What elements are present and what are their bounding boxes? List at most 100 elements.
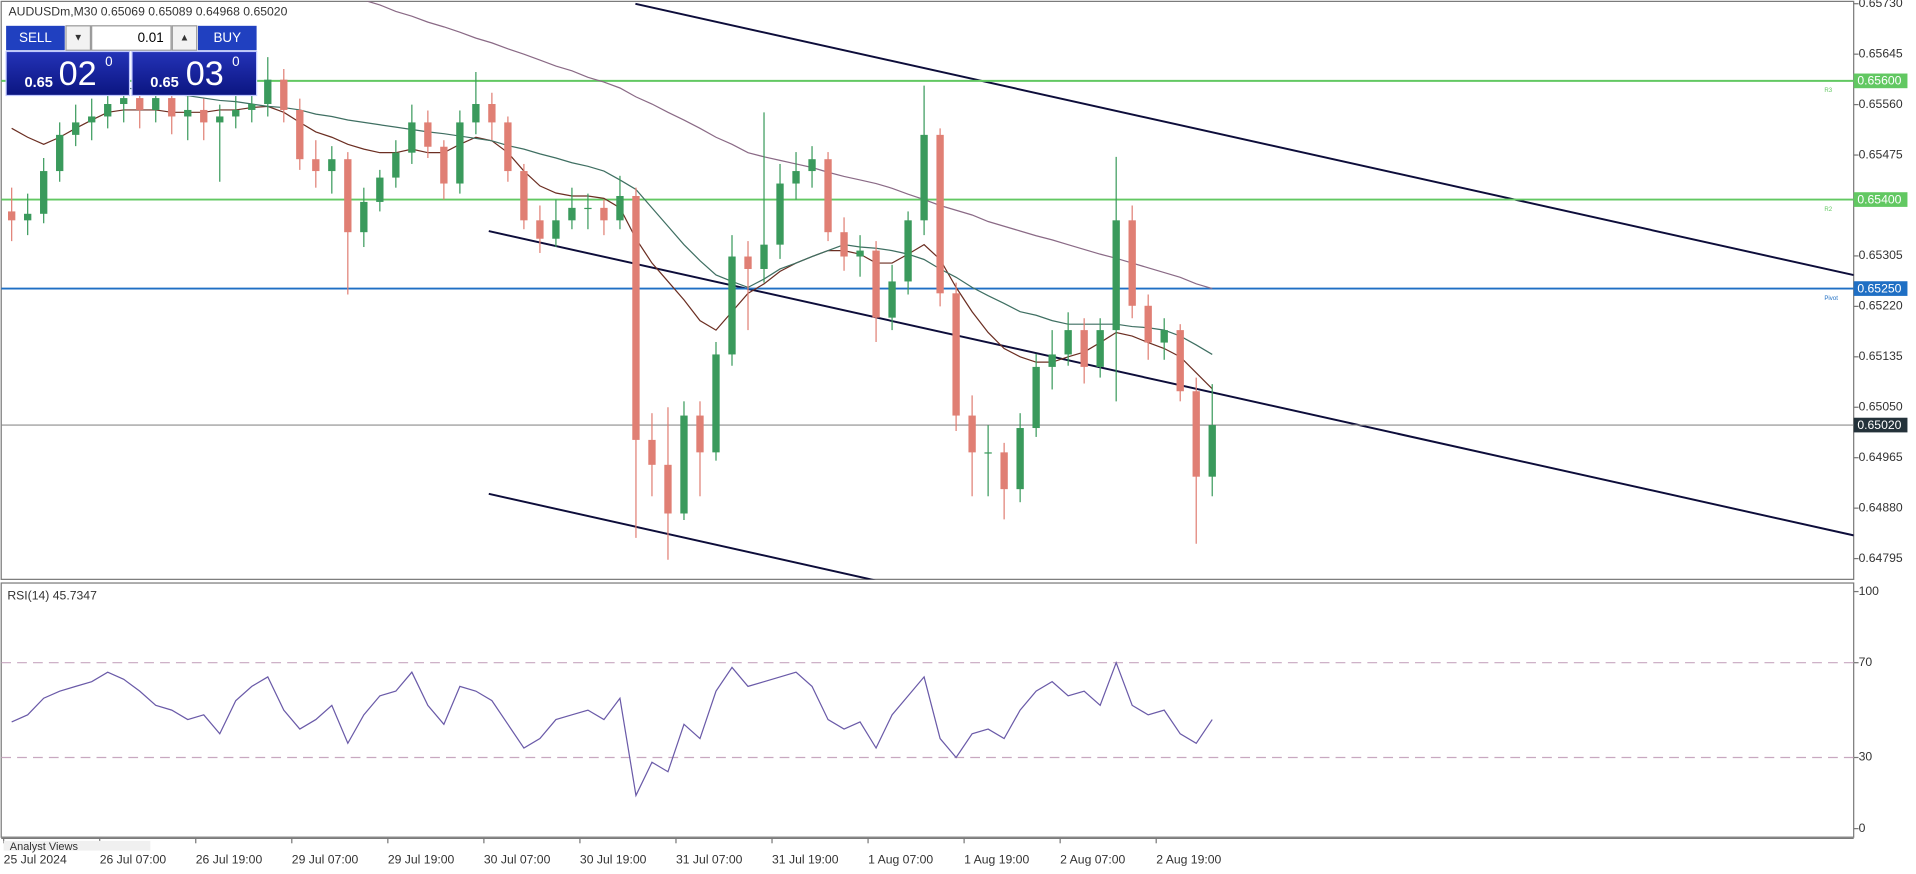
x-tick-label: 26 Jul 07:00 xyxy=(100,853,167,867)
candle-body xyxy=(216,116,224,123)
candle-body xyxy=(712,354,720,453)
candle-body xyxy=(296,109,304,160)
lot-up[interactable] xyxy=(171,25,198,51)
candle-body xyxy=(648,439,656,465)
moving-average xyxy=(11,73,1213,355)
bid-fraction: 0 xyxy=(105,54,112,69)
x-tick-label: 26 Jul 19:00 xyxy=(196,853,263,867)
candle-body xyxy=(40,171,48,214)
candle-body xyxy=(472,104,480,123)
analyst-strip xyxy=(3,840,151,851)
candle-body xyxy=(744,256,752,269)
candle-body xyxy=(808,159,816,172)
rsi-title: RSI(14) 45.7347 xyxy=(7,589,97,603)
level-name: R2 xyxy=(1824,206,1832,213)
bid-big: 0.65 xyxy=(24,75,53,91)
candle-body xyxy=(1208,425,1216,477)
candle-body xyxy=(1128,220,1136,306)
x-tick-label: 2 Aug 07:00 xyxy=(1060,853,1125,867)
candle-body xyxy=(328,159,336,172)
candle-body xyxy=(680,415,688,514)
rsi-tick-label: 30 xyxy=(1859,750,1873,764)
candle-body xyxy=(936,134,944,294)
candle-body xyxy=(1048,354,1056,367)
candle-body xyxy=(168,98,176,117)
candle-body xyxy=(1016,428,1024,490)
candle-body xyxy=(776,183,784,245)
candle-body xyxy=(312,159,320,172)
rsi-tick-label: 0 xyxy=(1859,821,1866,835)
candle-body xyxy=(632,195,640,440)
rsi-tick-label: 100 xyxy=(1859,584,1880,598)
level-price-label: 0.65600 xyxy=(1857,74,1901,88)
bid-digits: 02 xyxy=(59,55,97,93)
candle-body xyxy=(424,122,432,147)
candle-body xyxy=(552,220,560,239)
candle-body xyxy=(504,122,512,172)
candle-body xyxy=(616,195,624,221)
analyst-views[interactable]: Analyst Views xyxy=(10,841,79,853)
x-tick-label: 30 Jul 19:00 xyxy=(580,853,647,867)
x-tick-label: 30 Jul 07:00 xyxy=(484,853,551,867)
candle-body xyxy=(792,171,800,184)
buy-button[interactable] xyxy=(197,25,257,51)
ask-fraction: 0 xyxy=(232,54,239,69)
trend-line xyxy=(635,2,1854,277)
candle-body xyxy=(888,281,896,318)
candle-body xyxy=(1032,366,1040,429)
candle-body xyxy=(88,116,96,123)
candle-body xyxy=(1144,305,1152,343)
rsi-panel-frame xyxy=(0,582,1855,838)
lot-value: 0.01 xyxy=(138,30,164,45)
candle-body xyxy=(232,109,240,117)
candle-body xyxy=(152,98,160,110)
candle-body xyxy=(360,201,368,233)
candle-body xyxy=(200,109,208,123)
bid-box[interactable] xyxy=(5,50,131,97)
x-tick-label: 1 Aug 07:00 xyxy=(868,853,933,867)
candle-body xyxy=(520,171,528,221)
candle-body xyxy=(120,98,128,105)
candle-body xyxy=(8,211,16,221)
lot-down[interactable] xyxy=(65,25,92,51)
x-tick-label: 2 Aug 19:00 xyxy=(1156,853,1221,867)
candle-body xyxy=(1176,330,1184,392)
lot-input[interactable] xyxy=(91,25,172,51)
candle-body xyxy=(1064,330,1072,355)
candle-body xyxy=(584,207,592,210)
candle-body xyxy=(872,250,880,318)
candle-body xyxy=(760,244,768,269)
candle-body xyxy=(1112,220,1120,331)
level-price-label: 0.65400 xyxy=(1857,192,1901,206)
y-tick-label: 0.65730 xyxy=(1859,0,1903,10)
candle-body xyxy=(24,213,32,221)
candle-body xyxy=(824,159,832,233)
moving-average xyxy=(365,1,1213,290)
x-tick-label: 31 Jul 07:00 xyxy=(676,853,743,867)
sell-button[interactable] xyxy=(6,25,65,51)
candle-body xyxy=(840,232,848,257)
candle-body xyxy=(904,220,912,282)
candle-body xyxy=(376,177,384,202)
candle-body xyxy=(136,98,144,110)
y-tick-label: 0.65645 xyxy=(1859,46,1903,60)
candle-body xyxy=(280,79,288,110)
level-price-box xyxy=(1853,73,1908,89)
y-tick-label: 0.65475 xyxy=(1859,147,1903,161)
candle-body xyxy=(344,159,352,233)
moving-average xyxy=(11,105,1213,390)
candle-body xyxy=(1192,391,1200,477)
lot-up-arrow: ▲ xyxy=(180,33,190,44)
ask-box[interactable] xyxy=(131,50,258,97)
candle-body xyxy=(392,152,400,178)
y-tick-label: 0.65050 xyxy=(1859,399,1903,413)
rsi-line xyxy=(11,660,1213,798)
candle-body xyxy=(440,146,448,184)
candle-body xyxy=(248,104,256,110)
candle-body xyxy=(184,109,192,117)
candle-body xyxy=(984,452,992,454)
ask-big: 0.65 xyxy=(150,75,179,91)
candle-body xyxy=(568,207,576,221)
candle-body xyxy=(728,256,736,355)
